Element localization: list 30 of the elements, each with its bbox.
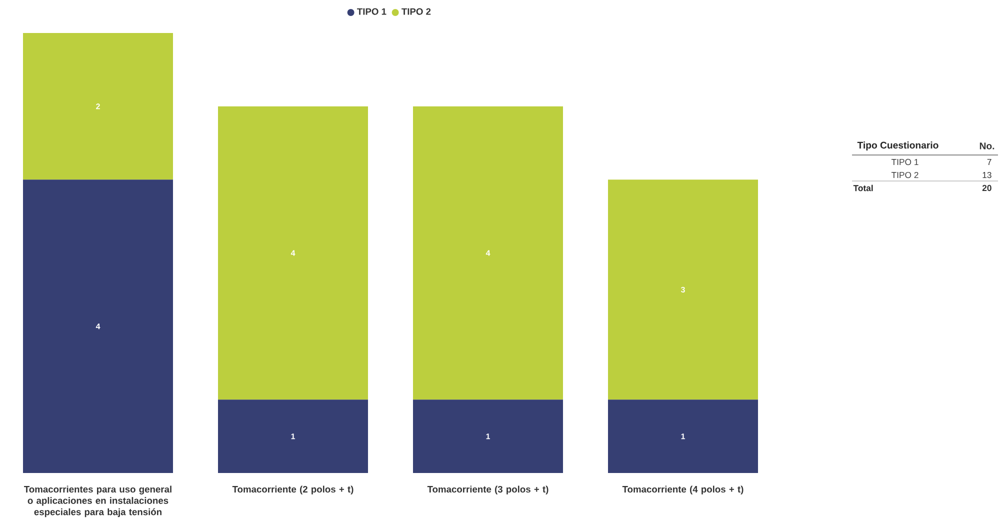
data-label: 4	[486, 250, 490, 256]
text: 13	[982, 172, 992, 178]
data-label: 3	[680, 286, 685, 292]
text: TIPO 2	[891, 172, 918, 178]
text: Total	[853, 184, 873, 192]
x-tick-label: Tomacorriente (2 polos + t)	[232, 486, 354, 494]
text: No.	[980, 142, 994, 150]
bar	[218, 400, 368, 473]
text: TIPO 1	[891, 158, 918, 166]
data-label: 4	[290, 250, 296, 256]
bar	[608, 180, 758, 400]
data-label: 1	[291, 434, 295, 440]
data-label: 4	[96, 324, 100, 330]
x-tick-label: Tomacorriente (3 polos + t)	[427, 486, 548, 494]
bar	[218, 106, 368, 400]
bar	[413, 106, 564, 400]
text: Tipo Cuestionario	[857, 142, 938, 150]
text: 20	[982, 184, 992, 192]
x-tick-label: Tomacorrientes para uso general o aplicaciones en instalaciones especiales para baja tensión	[24, 486, 172, 518]
bar	[413, 400, 564, 473]
data-label: 1	[486, 434, 490, 440]
data-label: 2	[96, 104, 100, 110]
legend-label: TIPO 2	[402, 8, 431, 15]
bar	[608, 400, 758, 473]
bar	[23, 180, 173, 473]
bar	[23, 33, 173, 180]
legend-label: TIPO 1	[357, 8, 386, 15]
data-label: 1	[681, 434, 686, 440]
x-tick-label: Tomacorriente (4 polos + t)	[622, 486, 744, 494]
text: 7	[987, 159, 992, 165]
